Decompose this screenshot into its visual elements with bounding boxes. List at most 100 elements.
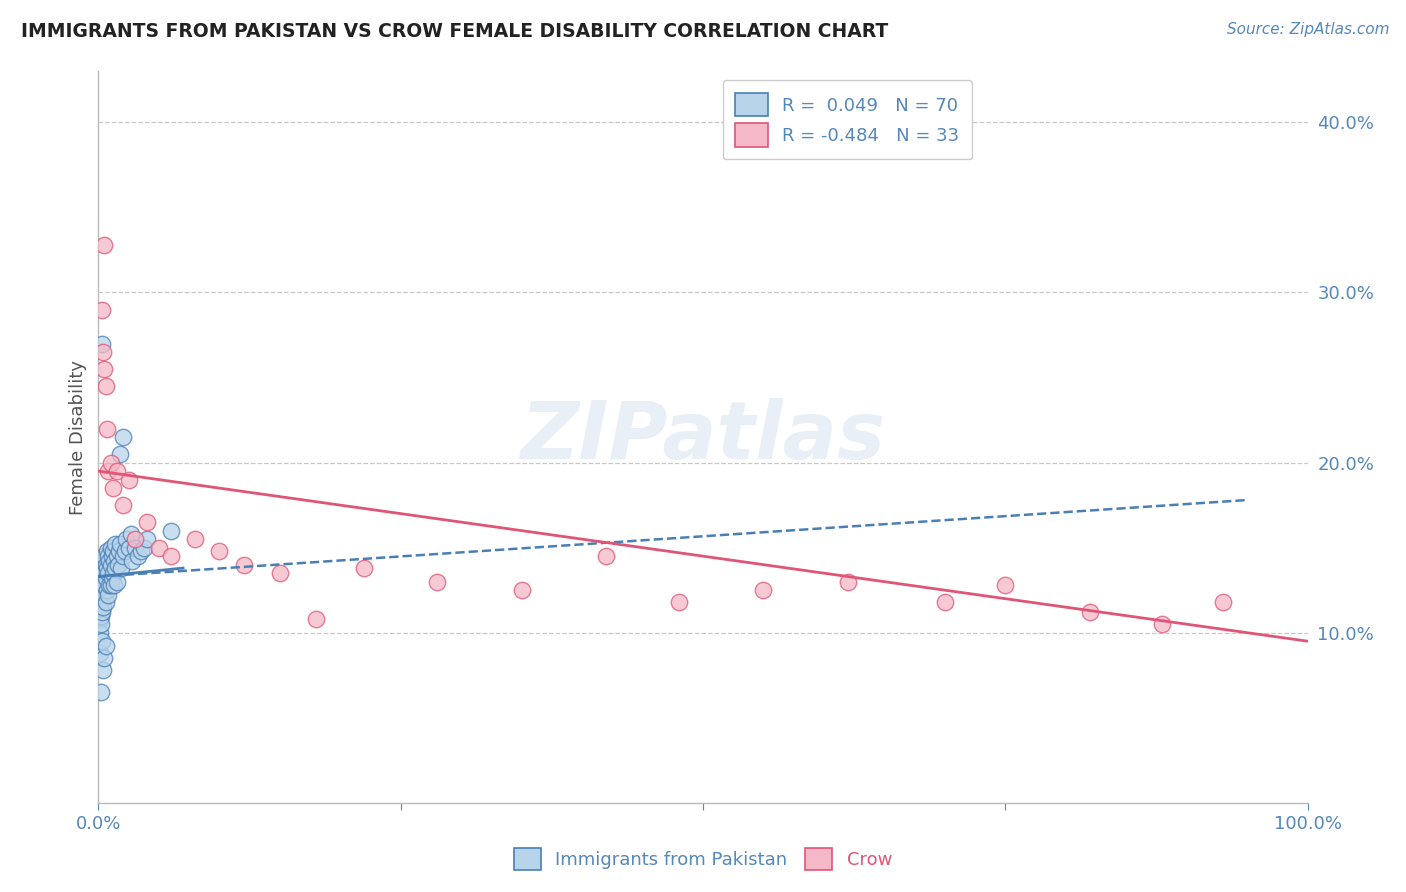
Point bbox=[93, 651, 115, 665]
Point bbox=[94, 558, 117, 572]
Point bbox=[101, 481, 124, 495]
Point bbox=[111, 498, 134, 512]
Point bbox=[124, 532, 146, 546]
Point bbox=[110, 561, 132, 575]
Point bbox=[752, 583, 775, 598]
Legend: Immigrants from Pakistan, Crow: Immigrants from Pakistan, Crow bbox=[505, 838, 901, 879]
Point bbox=[107, 558, 129, 572]
Point bbox=[93, 566, 115, 581]
Point bbox=[127, 549, 149, 563]
Y-axis label: Female Disability: Female Disability bbox=[69, 359, 87, 515]
Point bbox=[114, 544, 136, 558]
Point bbox=[148, 541, 170, 555]
Point bbox=[89, 591, 111, 606]
Point bbox=[98, 554, 121, 568]
Point bbox=[91, 345, 114, 359]
Point bbox=[118, 541, 141, 555]
Point bbox=[91, 561, 114, 575]
Point bbox=[91, 578, 114, 592]
Text: ZIPatlas: ZIPatlas bbox=[520, 398, 886, 476]
Point bbox=[135, 515, 157, 529]
Point bbox=[160, 524, 183, 538]
Point bbox=[90, 566, 112, 581]
Point bbox=[97, 588, 120, 602]
Point bbox=[96, 544, 118, 558]
Text: Source: ZipAtlas.com: Source: ZipAtlas.com bbox=[1226, 22, 1389, 37]
Point bbox=[91, 302, 114, 317]
Point bbox=[111, 549, 134, 563]
Point bbox=[97, 566, 120, 581]
Point bbox=[115, 532, 138, 546]
Point bbox=[93, 578, 115, 592]
Point bbox=[91, 571, 114, 585]
Point bbox=[134, 541, 156, 555]
Point bbox=[89, 612, 111, 626]
Point bbox=[104, 537, 127, 551]
Point bbox=[94, 595, 117, 609]
Point bbox=[105, 464, 128, 478]
Point bbox=[1078, 605, 1101, 619]
Point bbox=[129, 544, 152, 558]
Point bbox=[89, 600, 111, 615]
Point bbox=[98, 578, 121, 592]
Point bbox=[94, 379, 117, 393]
Point bbox=[93, 362, 115, 376]
Point bbox=[135, 532, 157, 546]
Point bbox=[105, 574, 128, 589]
Point bbox=[120, 527, 142, 541]
Point bbox=[160, 549, 183, 563]
Point bbox=[104, 561, 127, 575]
Point bbox=[90, 685, 112, 699]
Point bbox=[121, 554, 143, 568]
Point bbox=[91, 558, 114, 572]
Point bbox=[124, 541, 146, 555]
Point bbox=[93, 238, 115, 252]
Point bbox=[208, 544, 231, 558]
Point bbox=[108, 544, 131, 558]
Point bbox=[91, 605, 114, 619]
Point bbox=[103, 554, 125, 568]
Point bbox=[89, 625, 111, 640]
Point bbox=[100, 571, 122, 585]
Point bbox=[91, 600, 114, 615]
Point bbox=[934, 595, 956, 609]
Point bbox=[94, 640, 117, 654]
Point bbox=[105, 549, 128, 563]
Legend: R =  0.049   N = 70, R = -0.484   N = 33: R = 0.049 N = 70, R = -0.484 N = 33 bbox=[723, 80, 972, 160]
Point bbox=[510, 583, 533, 598]
Point bbox=[101, 544, 124, 558]
Point bbox=[103, 578, 125, 592]
Point bbox=[108, 537, 131, 551]
Point bbox=[90, 608, 112, 623]
Point bbox=[90, 583, 112, 598]
Point bbox=[837, 574, 859, 589]
Point bbox=[96, 421, 118, 435]
Point bbox=[232, 558, 254, 572]
Point bbox=[89, 574, 111, 589]
Point bbox=[1152, 617, 1174, 632]
Point bbox=[97, 464, 120, 478]
Point bbox=[90, 595, 112, 609]
Point bbox=[100, 549, 122, 563]
Point bbox=[89, 646, 111, 660]
Point bbox=[101, 566, 124, 581]
Point bbox=[1212, 595, 1234, 609]
Point bbox=[96, 561, 118, 575]
Text: IMMIGRANTS FROM PAKISTAN VS CROW FEMALE DISABILITY CORRELATION CHART: IMMIGRANTS FROM PAKISTAN VS CROW FEMALE … bbox=[21, 22, 889, 41]
Point bbox=[93, 549, 115, 563]
Point bbox=[426, 574, 449, 589]
Point bbox=[108, 447, 131, 461]
Point bbox=[91, 591, 114, 606]
Point bbox=[91, 663, 114, 677]
Point bbox=[97, 549, 120, 563]
Point bbox=[96, 583, 118, 598]
Point bbox=[353, 561, 375, 575]
Point bbox=[100, 456, 122, 470]
Point bbox=[91, 336, 114, 351]
Point bbox=[100, 541, 122, 555]
Point bbox=[269, 566, 291, 581]
Point bbox=[305, 612, 328, 626]
Point bbox=[111, 430, 134, 444]
Point bbox=[100, 558, 122, 572]
Point bbox=[184, 532, 207, 546]
